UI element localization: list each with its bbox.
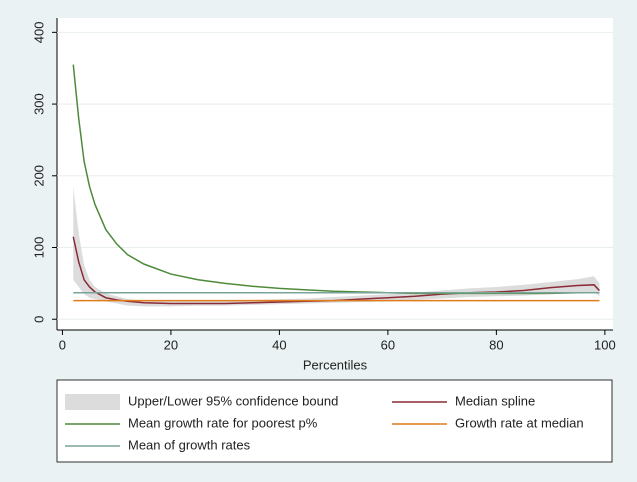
series-line (72, 236, 600, 305)
x-axis-label: Percentiles (303, 357, 368, 372)
plot-area (57, 18, 613, 330)
legend-swatch (65, 394, 120, 410)
legend-label: Upper/Lower 95% confidence bound (128, 393, 338, 408)
x-tick-label: 20 (164, 337, 178, 352)
x-tick-label: 80 (489, 337, 503, 352)
y-tick-label: 100 (31, 237, 46, 259)
y-tick-label: 200 (31, 165, 46, 187)
legend-label: Median spline (455, 393, 535, 408)
x-tick-label: 100 (594, 337, 616, 352)
y-tick-label: 0 (31, 316, 46, 323)
legend-label: Mean growth rate for poorest p% (128, 415, 318, 430)
x-tick-label: 0 (59, 337, 66, 352)
x-tick-label: 40 (272, 337, 286, 352)
legend-label: Mean of growth rates (128, 437, 251, 452)
legend (56, 379, 613, 463)
y-tick-label: 300 (31, 93, 46, 115)
y-tick-label: 400 (31, 21, 46, 43)
x-tick-label: 60 (381, 337, 395, 352)
legend-label: Growth rate at median (455, 415, 584, 430)
